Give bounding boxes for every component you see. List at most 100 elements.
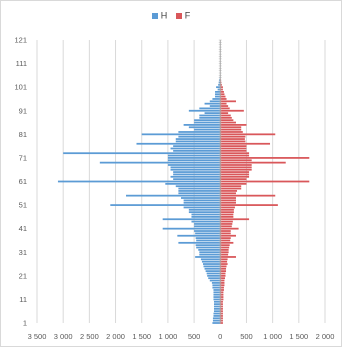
bar-h-age-37 [195, 237, 221, 239]
legend-item-h: H [151, 10, 167, 21]
bar-h-age-34 [195, 244, 221, 247]
x-tick-label: 2 000 [316, 332, 335, 341]
bar-h-age-22 [206, 272, 221, 275]
bar-h-age-75 [170, 147, 221, 150]
bar-h-age-32 [198, 249, 221, 251]
bar-f-age-22 [220, 272, 226, 275]
y-tick-label: 31 [19, 248, 27, 257]
bar-h-age-97 [215, 95, 221, 98]
bar-f-age-96 [220, 98, 227, 100]
bar-h-age-3 [212, 317, 221, 320]
bar-f-age-92 [220, 107, 230, 110]
bar-h-age-79 [175, 138, 221, 140]
bar-h-age-65 [173, 171, 221, 173]
bar-h-age-55 [126, 194, 221, 197]
y-tick-label: 101 [14, 83, 27, 92]
bar-f-age-66 [220, 168, 252, 171]
bar-f-age-93 [220, 105, 229, 107]
bar-h-age-94 [204, 102, 221, 105]
x-tick-label: 1 500 [132, 332, 151, 341]
bar-h-age-77 [136, 142, 221, 145]
bar-h-age-51 [110, 204, 221, 206]
bar-f-age-91 [220, 109, 244, 112]
bar-h-age-24 [204, 267, 221, 270]
bar-h-age-5 [213, 312, 221, 315]
bar-f-age-83 [220, 128, 242, 131]
bar-f-age-27 [220, 260, 228, 263]
bar-f-age-57 [220, 190, 238, 192]
bar-h-age-74 [173, 149, 221, 152]
legend-swatch-h [151, 12, 158, 19]
bar-f-age-55 [220, 194, 276, 197]
bar-f-age-39 [220, 232, 231, 235]
bar-f-age-88 [220, 116, 232, 119]
bar-h-age-44 [191, 220, 221, 223]
bar-f-age-41 [220, 227, 239, 230]
bar-h-age-83 [194, 128, 221, 131]
bar-f-age-73 [220, 152, 250, 155]
bar-f-age-46 [220, 215, 234, 218]
x-tick-label: 3 500 [28, 332, 47, 341]
bar-f-age-89 [220, 114, 231, 117]
bar-f-age-47 [220, 213, 234, 216]
bar-f-age-24 [220, 267, 227, 270]
bar-h-age-61 [57, 180, 221, 183]
bar-h-age-68 [167, 164, 221, 166]
bar-h-age-31 [199, 251, 221, 254]
bar-h-age-33 [196, 246, 221, 249]
bar-f-age-80 [220, 135, 246, 138]
bar-h-age-49 [188, 208, 221, 211]
bar-h-age-67 [170, 166, 221, 169]
bar-f-age-23 [220, 270, 227, 273]
bar-f-age-14 [220, 291, 224, 294]
bar-h-age-96 [212, 98, 221, 100]
bar-f-age-36 [220, 239, 231, 242]
x-axis: 3 500 3 000 2 500 2 000 1 500 1 000 500 0 500 1 0… [28, 332, 335, 341]
bar-h-age-66 [170, 168, 221, 171]
bar-h-age-7 [213, 307, 221, 310]
bar-f-age-44 [220, 220, 233, 223]
bar-f-age-21 [220, 274, 226, 277]
bar-h-age-1 [212, 322, 221, 324]
y-tick-label: 111 [16, 59, 27, 68]
bar-h-age-21 [207, 274, 221, 277]
bar-f-age-16 [220, 286, 224, 289]
bar-f-age-78 [220, 140, 246, 143]
bar-f-age-61 [220, 180, 310, 183]
bar-h-age-93 [209, 105, 221, 107]
legend-label-f: F [184, 10, 191, 21]
bar-h-age-52 [183, 201, 221, 204]
bar-h-age-26 [202, 263, 221, 265]
bar-f-age-67 [220, 166, 252, 169]
bar-h-age-46 [191, 215, 221, 218]
bar-f-age-69 [220, 161, 286, 164]
bar-f-age-29 [220, 256, 236, 258]
bar-h-age-38 [177, 234, 221, 237]
bar-f-age-72 [220, 154, 250, 157]
bar-f-age-58 [220, 187, 242, 190]
bar-h-age-27 [201, 260, 221, 263]
bar-h-age-98 [215, 93, 221, 96]
bar-h-age-73 [63, 152, 221, 155]
bar-f-age-94 [220, 102, 227, 105]
bar-f-age-19 [220, 279, 225, 282]
bar-f-age-50 [220, 206, 235, 209]
bar-h-age-72 [167, 154, 221, 157]
bar-h-age-25 [203, 265, 221, 268]
bar-f-age-85 [220, 124, 247, 126]
bar-f-age-63 [220, 175, 250, 178]
bar-h-age-47 [191, 213, 221, 216]
bar-f-age-32 [220, 249, 229, 251]
bar-h-age-85 [183, 124, 221, 126]
x-tick-label: 1 000 [159, 332, 178, 341]
bar-f-age-15 [220, 289, 224, 291]
bar-f-age-62 [220, 178, 247, 181]
bar-f-age-74 [220, 149, 247, 152]
bar-h-age-4 [213, 315, 221, 317]
bar-h-age-90 [204, 112, 221, 114]
bar-f-age-82 [220, 131, 243, 133]
bar-h-age-43 [194, 223, 221, 225]
bar-h-age-84 [188, 126, 221, 129]
bar-f-age-95 [220, 100, 236, 103]
